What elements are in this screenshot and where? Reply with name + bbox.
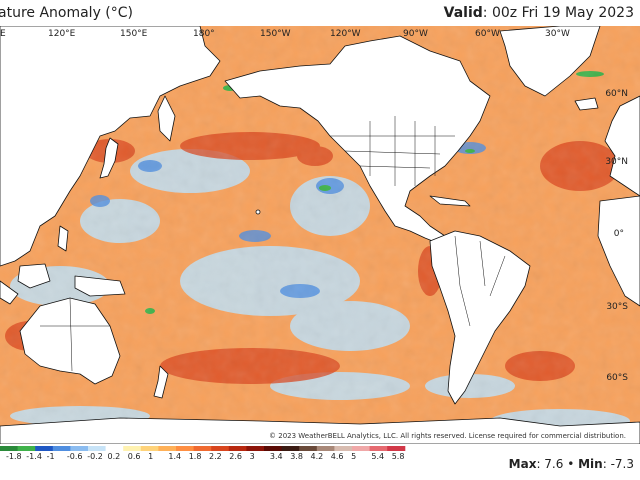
legend-value: 3.4 [270,452,283,461]
new-guinea-landmass [74,275,126,297]
kamchatka-landmass [157,95,176,142]
legend-value: 2.6 [229,452,242,461]
longitude-labels: E 120°E 150°E 180° 150°W 120°W 90°W 60°W… [0,29,570,39]
legend-swatch [193,446,212,451]
lon-label: 150°E [120,29,148,39]
min-value: : -7.3 [602,457,634,471]
lat-label: 30°S [606,302,628,312]
new-zealand-landmass [153,365,169,399]
asia-landmass [0,26,221,267]
valid-label: Valid [443,5,483,21]
legend-swatches [0,446,406,451]
lon-label: 120°W [330,29,361,39]
legend-swatch [334,446,353,451]
max-value: : 7.6 • [536,457,575,471]
borneo-landmass [17,263,51,289]
max-min-readout: Max: 7.6 • Min: -7.3 [509,457,634,471]
lat-label: 0° [614,229,624,239]
iceland-landmass [574,97,599,111]
legend-swatch [0,446,19,451]
legend-swatch [211,446,230,451]
legend-swatch [281,446,300,451]
africa-landmass [597,195,640,307]
legend-swatch [105,446,124,451]
lon-label: E [0,29,6,39]
legend-swatch [246,446,265,451]
legend-value: 3.8 [290,452,303,461]
legend-value: 4.2 [311,452,324,461]
legend-value: 3 [250,452,255,461]
legend-swatch [228,446,247,451]
cuba-landmass [429,195,471,207]
lon-label: 120°E [48,29,76,39]
legend-swatch [369,446,388,451]
legend-swatch [299,446,318,451]
sumatra-landmass [0,280,19,305]
lon-label: 180° [193,29,215,39]
legend-value: 0.6 [128,452,141,461]
valid-time: Valid: 00z Fri 19 May 2023 [444,5,634,21]
map-title: ature Anomaly (°C) [0,5,134,21]
legend-value: 0.2 [108,452,121,461]
legend-value: -1 [47,452,55,461]
color-legend: -1.8 -1.4 -1 -0.6 -0.2 0.2 0.6 1 1.4 1.8 2.2 2.6 3 3.… [0,444,640,480]
min-label: Min [578,457,603,471]
legend-swatch [176,446,195,451]
land-masses [0,26,640,444]
legend-swatch [70,446,89,451]
sst-anomaly-map[interactable]: E 120°E 150°E 180° 150°W 120°W 90°W 60°W… [0,26,640,444]
latitude-labels: 60°N 30°N 0° 30°S 60°S [605,89,628,383]
legend-value: 1.4 [168,452,181,461]
lat-label: 30°N [605,157,628,167]
map-canvas: E 120°E 150°E 180° 150°W 120°W 90°W 60°W… [0,26,640,444]
lon-label: 60°W [475,29,500,39]
north-america-landmass [224,35,491,245]
legend-value: -1.8 [6,452,22,461]
legend-swatch [316,446,335,451]
legend-swatch [387,446,406,451]
legend-value: 5.4 [371,452,384,461]
legend-swatch [52,446,71,451]
legend-swatch [123,446,142,451]
europe-landmass [604,95,640,197]
lat-label: 60°S [606,373,628,383]
political-borders [40,116,506,372]
legend-value: -1.4 [26,452,42,461]
greenland-landmass [499,26,601,97]
japan-landmass [99,137,119,179]
legend-swatch [352,446,371,451]
max-label: Max [508,457,537,471]
legend-value: 5.8 [392,452,405,461]
legend-value: 4.6 [331,452,344,461]
legend-swatch [35,446,54,451]
south-america-landmass [429,230,531,405]
legend-value: 1.8 [189,452,202,461]
hawaii-landmass [255,209,261,215]
antarctica-landmass [0,417,640,444]
valid-value: : 00z Fri 19 May 2023 [482,5,634,21]
legend-scale: -1.8 -1.4 -1 -0.6 -0.2 0.2 0.6 1 1.4 1.8 2.2 2.6 3 3.… [0,446,406,461]
australia-landmass [19,297,121,385]
legend-value: 2.2 [209,452,222,461]
legend-value: 1 [148,452,153,461]
lat-label: 60°N [605,89,628,99]
legend-swatch [158,446,177,451]
philippines-landmass [57,225,69,252]
lon-label: 30°W [545,29,570,39]
map-header: ature Anomaly (°C) Valid: 00z Fri 19 May… [0,0,640,26]
lon-label: 150°W [260,29,291,39]
legend-swatch [17,446,36,451]
legend-swatch [88,446,107,451]
legend-swatch [140,446,159,451]
legend-value: -0.2 [87,452,103,461]
legend-labels: -1.8 -1.4 -1 -0.6 -0.2 0.2 0.6 1 1.4 1.8 2.2 2.6 3 3.… [6,452,404,461]
legend-value: 5 [351,452,356,461]
legend-swatch [264,446,283,451]
copyright-notice: © 2023 WeatherBELL Analytics, LLC. All r… [269,432,626,440]
lon-label: 90°W [403,29,428,39]
legend-value: -0.6 [67,452,83,461]
